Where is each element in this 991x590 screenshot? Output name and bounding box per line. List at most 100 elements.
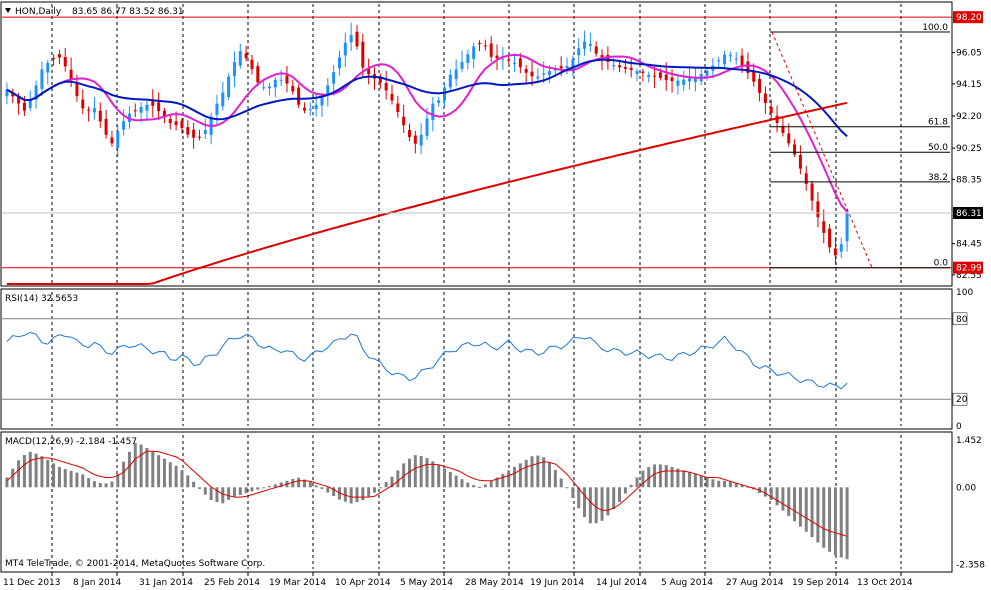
macd-axis: 1.452 0.00 -2.358 [956,436,985,571]
macd-histogram-bar [244,487,248,494]
macd-histogram-bar [69,470,73,488]
low-price-tag: 82.99 [956,264,982,274]
candle-body [793,144,797,155]
price-panel[interactable] [0,1,953,287]
macd-histogram-bar [647,467,651,488]
candle-body [92,108,96,113]
macd-histogram-bar [104,483,108,488]
macd-histogram-bar [495,477,499,488]
candle-body [542,73,546,75]
candle-body [460,61,464,69]
macd-histogram-bar [833,487,837,556]
macd-histogram-bar [839,487,843,558]
macd-histogram-bar [431,461,435,488]
candle-body [174,121,178,126]
macd-histogram-bar [203,487,207,495]
date-tick-label: 11 Dec 2013 [3,578,61,588]
candle-body [425,118,429,136]
macd-histogram-bar [250,487,254,492]
macd-histogram-bar [122,461,126,488]
macd-histogram-bar [530,456,534,488]
macd-histogram-bar [728,481,732,488]
candle-body [332,72,336,84]
macd-histogram-bar [676,468,680,488]
macd-histogram-bar [489,481,493,488]
macd-histogram-bar [583,487,587,518]
macd-histogram-bar [717,480,721,488]
fibonacci-retracement[interactable]: 100.0 61.8 50.0 38.2 0.0 [770,23,950,269]
macd-histogram-bar [262,487,266,489]
candle-body [11,93,15,97]
candle-body [250,59,254,70]
candle-body [40,69,44,89]
high-price-tag-bg [953,11,983,24]
macd-histogram-bar [705,477,709,488]
rsi-tick-label: 100 [956,288,973,298]
candle-body [133,110,137,112]
macd-histogram-bar [209,487,213,500]
candle-body [443,87,447,101]
chevron-down-icon[interactable] [5,8,11,13]
candle-body [139,106,143,113]
macd-histogram-bar [553,469,557,488]
candle-body [787,133,791,144]
macd-histogram-bar [402,463,406,488]
candle-body [647,74,651,77]
date-tick-label: 5 Aug 2014 [661,578,713,588]
macd-histogram-bar [693,473,697,488]
macd-histogram-bar [221,487,225,504]
candle-body [326,85,330,96]
candle-body [285,75,289,84]
candle-body [828,228,832,248]
fib-level-label: 0.0 [934,259,949,269]
fib-level-label: 61.8 [928,118,948,128]
candle-body [688,78,692,82]
macd-histogram-bar [734,483,738,488]
candle-body [489,43,493,57]
candle-body [244,53,248,59]
candle-body [839,244,843,252]
candle-body [157,102,161,112]
candle-body [670,77,674,82]
candle-body [548,71,552,75]
candle-body [221,92,225,107]
macd-histogram-bar [810,487,814,538]
price-axis: 96.05 94.15 92.20 90.25 88.35 84.45 82.55 [952,49,982,281]
macd-histogram-bar [40,456,44,488]
macd-histogram-bar [518,463,522,488]
ohlc-readout: 83.65 86.77 83.52 86.31 [72,7,184,17]
macd-histogram-bar [227,487,231,500]
rsi-line [6,331,848,390]
macd-histogram-bar [157,455,161,488]
macd-histogram-bar [466,482,470,488]
candle-body [653,75,657,77]
macd-histogram-bar [232,487,236,497]
current-price-tag-bg [953,207,983,220]
macd-histogram-bar [332,487,336,497]
rsi-axis: 100 80 20 0 [952,288,973,432]
rsi-panel[interactable] [0,288,953,430]
moving-average-slow [6,101,848,285]
macd-histogram-bar [664,465,668,488]
candle-body [816,201,820,218]
date-tick-label: 13 Oct 2014 [857,578,913,588]
candle-body [518,58,522,68]
macd-histogram-bar [174,465,178,488]
candle-body [116,131,120,148]
macd-histogram-bar [658,464,662,488]
candle-body [758,78,762,93]
candle-body [197,136,201,138]
macd-histogram-bar [110,481,114,488]
macd-histogram-bar [186,475,190,488]
candle-body [81,99,85,109]
candle-body [110,137,114,144]
candle-body [57,54,61,58]
macd-histogram-bar [372,487,376,493]
price-tick-label: 84.45 [956,240,982,250]
macd-plot [5,442,849,560]
macd-histogram-bar [670,466,674,488]
macd-histogram-bar [548,462,552,488]
candle-body [262,87,266,89]
macd-histogram-bar [571,487,575,498]
